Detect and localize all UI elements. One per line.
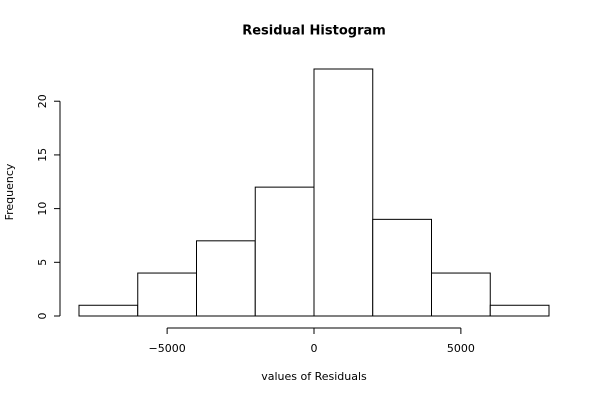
x-tick-label: −5000 [149, 342, 186, 355]
histogram-bar [137, 272, 197, 317]
histogram-bar [313, 68, 374, 317]
histogram-bar [431, 272, 491, 317]
y-tick-label: 15 [36, 148, 49, 162]
y-tick-label: 20 [36, 94, 49, 108]
x-axis-label: values of Residuals [261, 370, 367, 383]
histogram-bar [196, 240, 256, 317]
y-tick-label: 0 [36, 313, 49, 320]
x-tick-label: 5000 [447, 342, 475, 355]
histogram-bar [78, 304, 139, 317]
histogram-bar [489, 304, 550, 317]
y-tick-label: 10 [36, 202, 49, 216]
y-tick-label: 5 [36, 259, 49, 266]
histogram-bar [254, 186, 315, 317]
histogram-bar [372, 218, 432, 317]
y-axis-label: Frequency [3, 163, 16, 220]
x-tick-label: 0 [311, 342, 318, 355]
chart-title: Residual Histogram [242, 24, 386, 39]
